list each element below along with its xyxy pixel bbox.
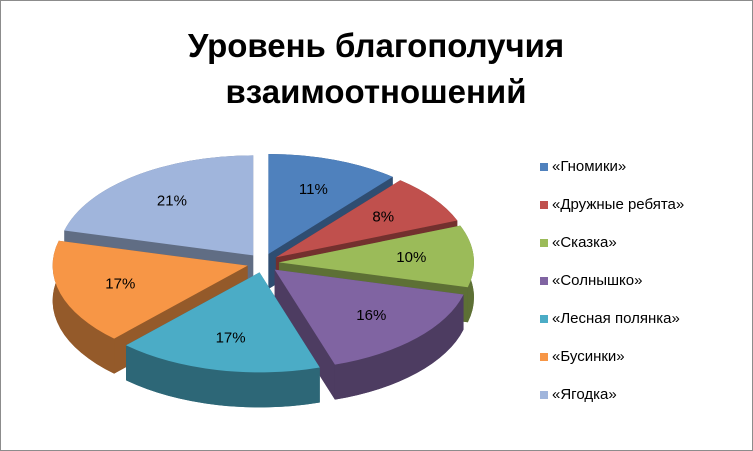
slice-top xyxy=(52,240,248,339)
slice-top xyxy=(275,180,458,258)
legend-label: «Солнышко» xyxy=(552,272,642,289)
slice-wall xyxy=(334,294,464,400)
legend-swatch xyxy=(540,391,548,399)
chart-title: Уровень благополучия взаимоотношений xyxy=(187,27,565,110)
data-label: 8% xyxy=(372,208,394,225)
data-label: 21% xyxy=(157,193,187,210)
legend-swatch xyxy=(540,315,548,323)
slice-wall xyxy=(52,240,115,374)
slice-top xyxy=(64,155,254,256)
data-label: 17% xyxy=(216,330,246,347)
legend-swatch xyxy=(540,163,548,171)
legend-swatch xyxy=(540,277,548,285)
legend-label: «Сказка» xyxy=(552,234,617,251)
slice-top xyxy=(274,269,464,365)
legend-swatch xyxy=(540,201,548,209)
slice-side xyxy=(274,269,335,400)
data-label: 11% xyxy=(299,181,328,198)
slice xyxy=(274,269,464,400)
legend-label: «Дружные ребята» xyxy=(552,196,684,213)
data-label: 10% xyxy=(396,249,426,266)
legend-label: «Ягодка» xyxy=(552,386,617,403)
slice-wall xyxy=(126,345,320,408)
data-label: 17% xyxy=(105,276,135,293)
data-label: 16% xyxy=(356,307,386,324)
slice xyxy=(126,272,320,408)
legend-swatch xyxy=(540,239,548,247)
legend-label: «Лесная полянка» xyxy=(552,310,680,327)
legend-label: «Бусинки» xyxy=(552,348,625,365)
slice-top xyxy=(278,225,474,288)
slice-top xyxy=(126,272,320,373)
legend-swatch xyxy=(540,353,548,361)
slice-top xyxy=(268,153,393,254)
legend-label: «Гномики» xyxy=(552,158,626,175)
